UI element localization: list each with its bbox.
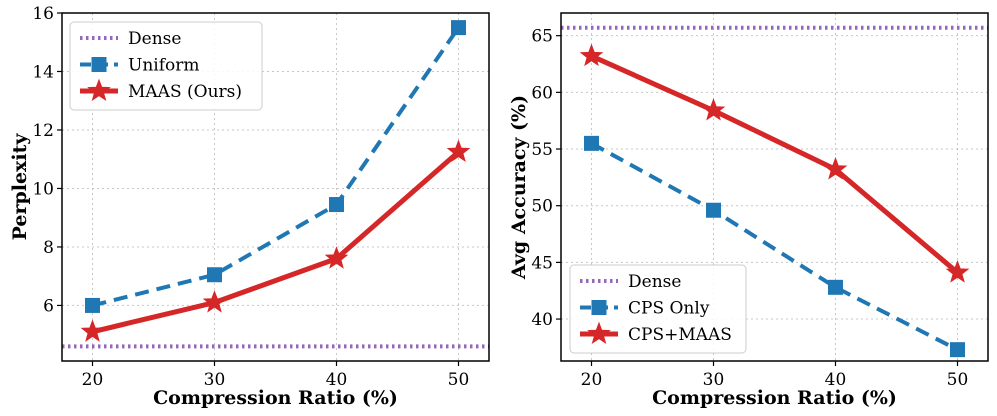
y-tick-label: 65: [531, 27, 553, 47]
ticks-layer: 20 30 40 50 6 8 10 12 14 16: [32, 4, 469, 390]
series-line-uniform: [92, 26, 461, 308]
data-point: [451, 20, 466, 36]
legend-label: Uniform: [128, 56, 200, 76]
series-line-cps-only: [590, 141, 959, 352]
legend: Dense Uniform MAAS (Ours): [69, 21, 263, 111]
legend: Dense CPS Only CPS+MAAS: [569, 264, 747, 354]
y-tick-label: 10: [32, 179, 54, 199]
x-tick-label: 30: [204, 370, 226, 390]
y-tick-label: 8: [43, 238, 54, 258]
plot-frame: [61, 12, 490, 362]
y-axis-label: Perplexity: [9, 133, 31, 241]
x-axis-label: Compression Ratio (%): [652, 387, 897, 409]
legend-label: MAAS (Ours): [128, 82, 242, 102]
y-tick-label: 14: [32, 62, 54, 82]
series-layer: [80, 20, 471, 342]
legend-marker: [91, 57, 107, 72]
y-tick-label: 16: [32, 4, 54, 24]
series-layer: [579, 43, 970, 358]
legend-box: [69, 21, 263, 111]
x-tick-label: 20: [82, 370, 104, 390]
series-line-maas-ours-: [91, 150, 461, 335]
y-tick-label: 12: [32, 121, 54, 141]
data-point: [701, 98, 726, 121]
legend-marker: [87, 78, 111, 102]
legend-marker: [587, 321, 611, 345]
y-tick-label: 40: [531, 310, 553, 330]
accuracy-chart: 20 30 40 50 40 45 50 55 60 65 Compression Ratio (…: [508, 12, 989, 409]
ticks-layer: 20 30 40 50 40 45 50 55 60 65: [531, 27, 968, 390]
legend-label: CPS Only: [628, 299, 710, 319]
legend-marker: [591, 300, 607, 315]
legend-label: Dense: [628, 272, 681, 292]
data-point: [950, 342, 965, 358]
y-tick-label: 6: [43, 296, 54, 316]
data-point: [207, 267, 222, 283]
data-point: [202, 290, 227, 313]
data-point: [324, 246, 349, 269]
data-point: [579, 43, 604, 67]
legend-label: CPS+MAAS: [628, 325, 732, 345]
plot-frame: [560, 12, 989, 362]
x-tick-label: 50: [448, 370, 470, 390]
y-tick-label: 55: [531, 140, 553, 160]
data-point: [706, 202, 721, 218]
data-point: [329, 197, 344, 213]
y-tick-label: 50: [531, 197, 553, 217]
x-tick-label: 40: [825, 370, 847, 390]
data-point: [584, 135, 599, 151]
y-axis-label: Avg Accuracy (%): [508, 95, 530, 280]
data-point: [945, 260, 970, 283]
data-point: [446, 139, 471, 162]
data-point: [823, 157, 848, 180]
perplexity-chart: 20 30 40 50 6 8 10 12 14 16 Compression Ratio (%)…: [9, 4, 490, 409]
x-tick-label: 20: [581, 370, 603, 390]
data-point: [85, 297, 100, 313]
x-axis-label: Compression Ratio (%): [153, 387, 398, 409]
x-tick-label: 50: [947, 370, 969, 390]
data-point: [828, 279, 843, 295]
x-tick-label: 40: [326, 370, 348, 390]
x-tick-label: 30: [703, 370, 725, 390]
legend-label: Dense: [128, 29, 181, 49]
series-line-cps-maas: [590, 53, 960, 275]
y-tick-label: 60: [531, 83, 553, 103]
data-point: [80, 319, 105, 342]
y-tick-label: 45: [531, 253, 553, 273]
legend-box: [569, 264, 747, 354]
